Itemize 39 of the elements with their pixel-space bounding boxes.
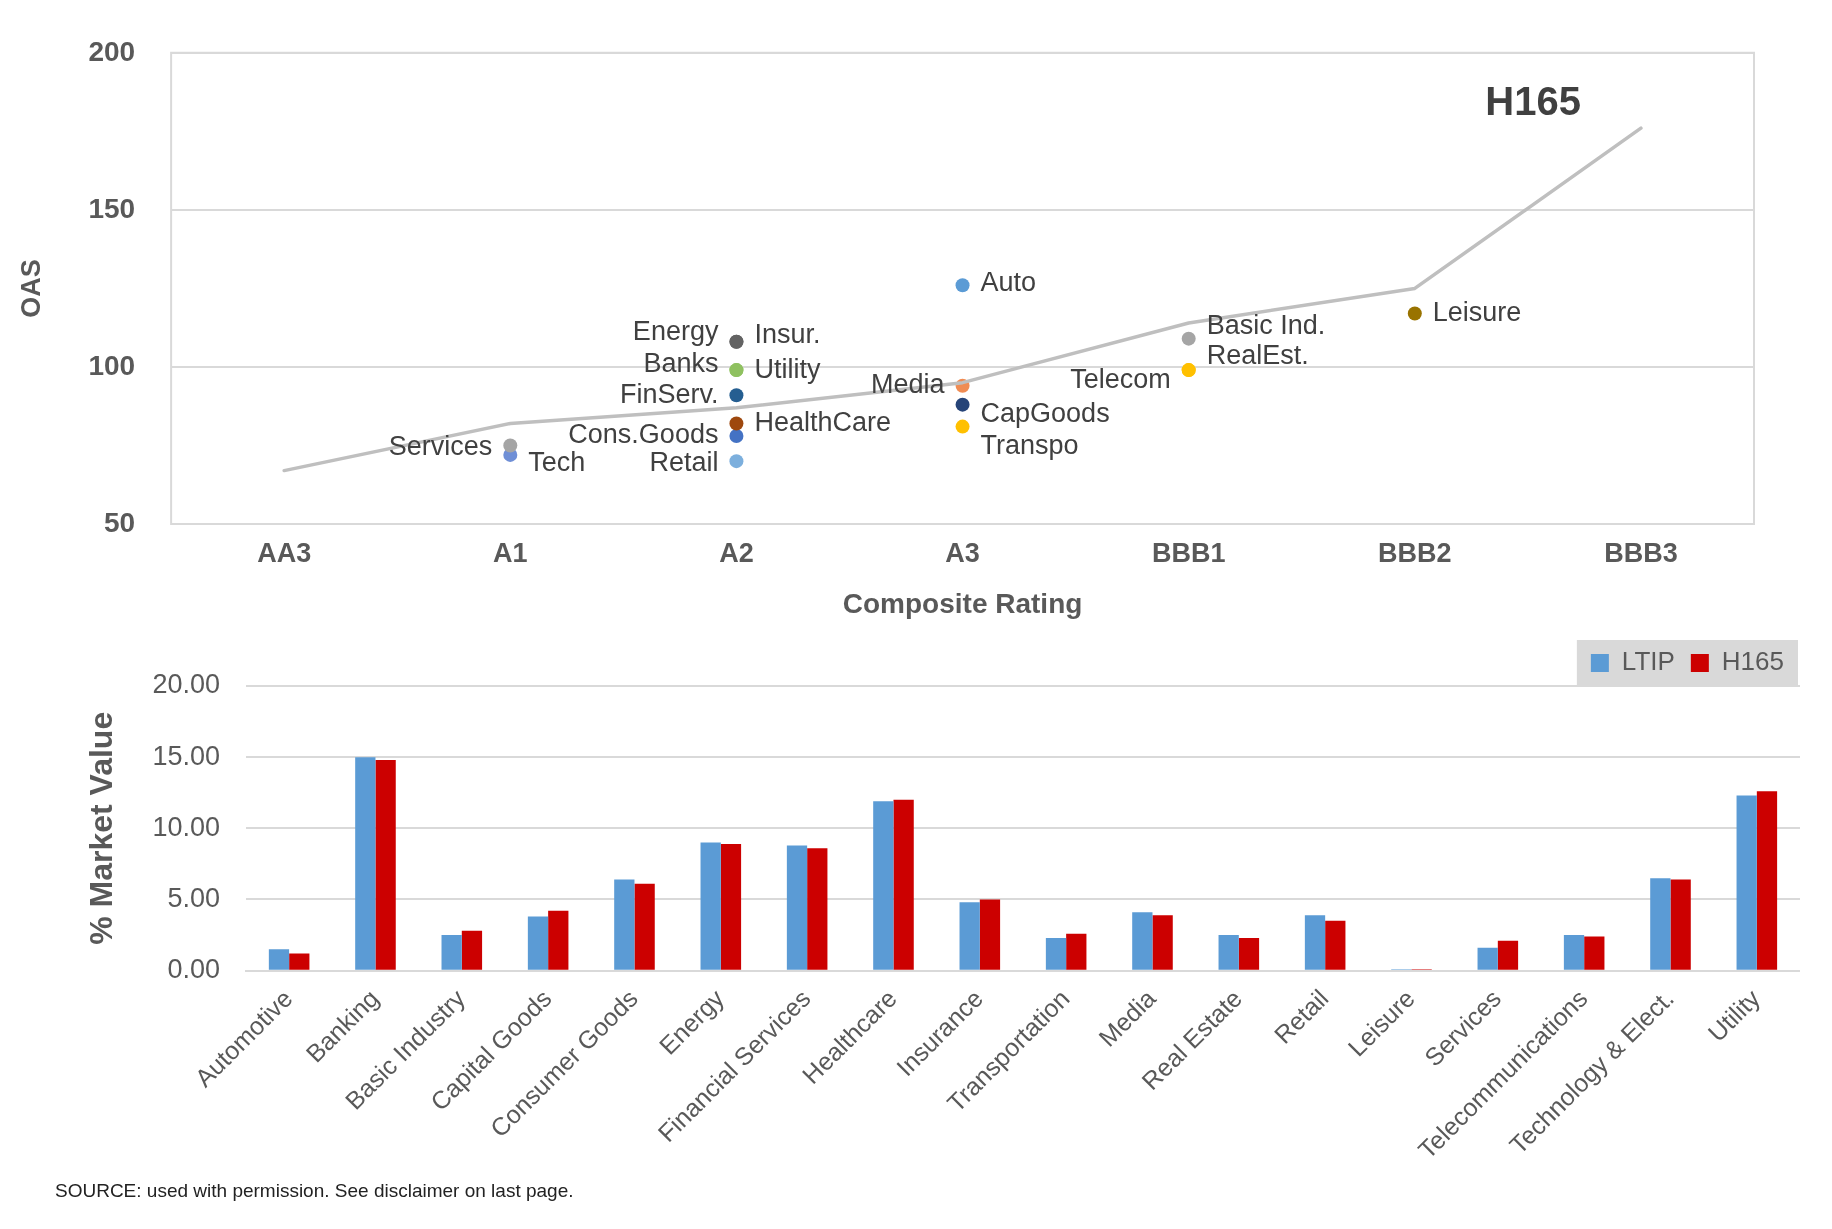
- y-axis-title: % Market Value: [83, 711, 120, 945]
- series-label: Auto: [980, 266, 1037, 297]
- y-tick-label: 0.00: [167, 954, 220, 985]
- y-tick-label: 50: [103, 506, 136, 538]
- x-tick-label: AA3: [257, 537, 312, 568]
- legend-label: H165: [1721, 646, 1784, 677]
- series-label: RealEst.: [1206, 339, 1309, 370]
- series-label: Transpo: [980, 430, 1079, 461]
- y-tick-label: 5.00: [167, 882, 220, 913]
- y-tick-label: 20.00: [152, 669, 220, 700]
- series-label: Basic Ind.: [1206, 310, 1326, 341]
- y-tick-label: 10.00: [152, 811, 220, 842]
- series-label: H165: [1485, 79, 1581, 124]
- series-label: Insur.: [754, 319, 821, 350]
- series-label: Leisure: [1432, 296, 1522, 327]
- x-tick-label: BBB2: [1378, 537, 1452, 568]
- series-label: Services: [388, 430, 493, 461]
- series-label: FinServ.: [619, 378, 719, 409]
- y-tick-label: 150: [88, 192, 136, 224]
- y-tick-label: 100: [88, 349, 136, 381]
- series-label: CapGoods: [980, 398, 1110, 429]
- x-axis-title: Composite Rating: [842, 587, 1083, 619]
- x-tick-label: A1: [493, 537, 528, 568]
- x-tick-label: BBB3: [1604, 537, 1678, 568]
- series-label: Media: [871, 369, 946, 400]
- series-label: HealthCare: [754, 406, 892, 437]
- source-note: SOURCE: used with permission. See disclaimer on last page.: [55, 1180, 575, 1202]
- legend-label: LTIP: [1621, 646, 1675, 677]
- y-tick-label: 15.00: [152, 740, 220, 771]
- series-label: Tech: [528, 447, 586, 478]
- series-label: Utility: [754, 353, 821, 384]
- series-label: Energy: [632, 316, 719, 347]
- y-axis-title: OAS: [15, 259, 46, 318]
- x-tick-label: A2: [719, 537, 754, 568]
- y-tick-label: 200: [88, 35, 136, 67]
- series-label: Telecom: [1070, 363, 1171, 394]
- x-tick-label: BBB1: [1151, 537, 1226, 568]
- x-tick-label: A3: [945, 537, 980, 568]
- series-label: Banks: [643, 347, 719, 378]
